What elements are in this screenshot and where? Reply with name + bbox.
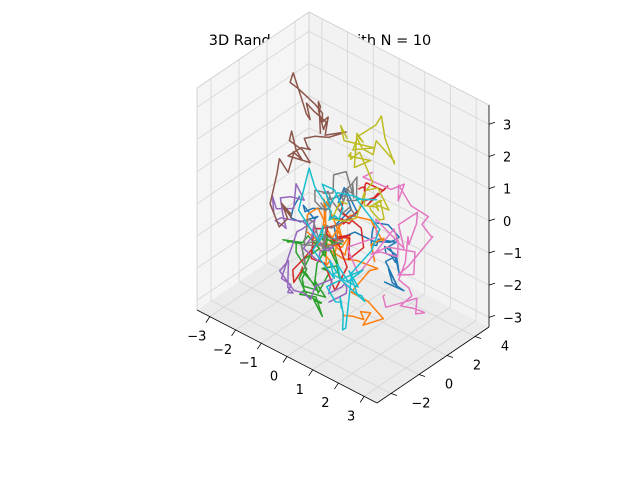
grid-z-back: [308, 95, 490, 190]
walk-line-6: [269, 72, 347, 228]
z-tick-mark: [488, 314, 496, 318]
grid-z-left: [196, 159, 310, 237]
pane-edge: [308, 11, 490, 106]
z-tick-label: 0: [503, 215, 511, 230]
grid-z-left: [196, 30, 310, 108]
y-tick-label: 2: [473, 359, 481, 374]
walk-line-4: [292, 182, 389, 292]
x-tick-label: −2: [213, 343, 232, 358]
walk-line-10: [297, 167, 381, 331]
grid-y-floor: [294, 243, 476, 337]
grid-z-back: [308, 63, 490, 157]
y-axis-line: [376, 326, 490, 404]
walk-line-7: [346, 171, 434, 315]
grid-z-left: [196, 95, 310, 172]
x-tick-label: 1: [296, 383, 304, 398]
z-tick-label: −1: [503, 247, 522, 262]
y-tick-mark: [474, 336, 482, 339]
grid-y-floor: [210, 300, 392, 394]
z-tick-label: −3: [503, 311, 522, 326]
z-tick-mark: [488, 218, 496, 222]
x-tick-label: −3: [187, 330, 206, 345]
y-tick-label: −2: [411, 397, 430, 412]
z-tick-label: 3: [503, 118, 511, 133]
walk-line-8: [300, 170, 358, 270]
y-tick-mark: [390, 393, 398, 396]
grid-z-back: [308, 127, 490, 222]
grid-z-back: [308, 159, 490, 254]
z-tick-mark: [488, 154, 496, 157]
walk-line-9: [331, 115, 396, 222]
x-tick-label: 2: [321, 396, 329, 411]
z-tick-mark: [488, 250, 496, 254]
x-tick-label: −1: [239, 356, 258, 371]
grid-x-floor: [363, 320, 477, 397]
grid-z-left: [196, 191, 310, 269]
grid-x-floor: [338, 306, 451, 384]
z-tick-label: 1: [503, 183, 511, 198]
grid-y-floor: [238, 281, 420, 375]
pane-left: [197, 12, 309, 310]
z-tick-mark: [488, 186, 496, 190]
z-tick-mark: [488, 282, 496, 286]
x-tick-mark: [282, 356, 288, 363]
pane-edge: [196, 11, 310, 89]
x-tick-mark: [308, 369, 314, 377]
grid-z-left: [196, 224, 310, 301]
y-tick-mark: [446, 355, 454, 358]
x-tick-mark: [205, 316, 211, 323]
grid-z-left: [196, 63, 310, 140]
x-tick-mark: [359, 396, 365, 403]
x-tick-label: 0: [270, 370, 278, 385]
y-tick-mark: [418, 374, 426, 377]
x-tick-mark: [231, 329, 236, 337]
x-tick-mark: [256, 342, 262, 350]
z-tick-mark: [488, 121, 496, 125]
z-tick-label: 2: [503, 150, 511, 165]
z-tick-label: −2: [503, 279, 522, 294]
grid-z-back: [308, 191, 490, 286]
x-tick-label: 3: [347, 409, 355, 424]
x-tick-mark: [334, 382, 339, 390]
grid-z-back: [308, 30, 490, 125]
y-tick-label: 4: [501, 340, 509, 355]
y-tick-label: 0: [445, 378, 453, 393]
